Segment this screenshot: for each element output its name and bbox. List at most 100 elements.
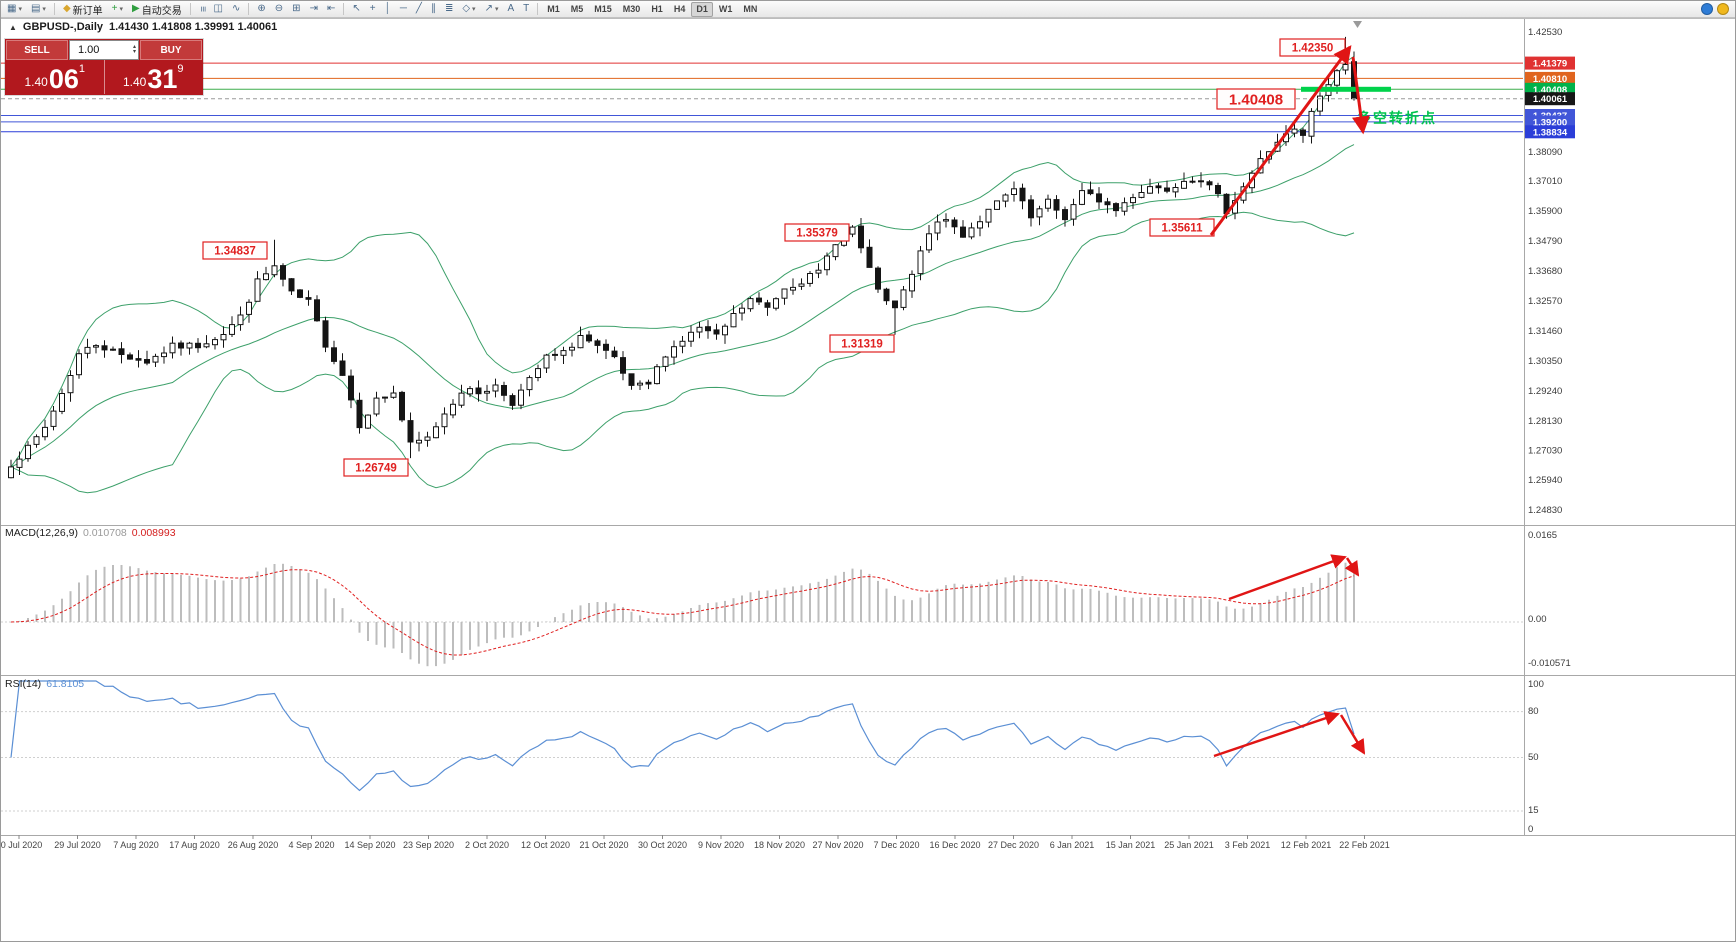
candle [977, 221, 983, 229]
chevron-down-icon: ▾ [42, 6, 46, 13]
autotrading-button[interactable]: ▶ 自动交易 [128, 2, 186, 17]
price-annotation[interactable]: 1.35379 [784, 223, 850, 242]
trend-arrow[interactable] [1339, 714, 1366, 755]
svg-text:0.00: 0.00 [1528, 614, 1547, 625]
spinner-up-icon[interactable]: ▴ [132, 44, 136, 50]
candle [110, 348, 116, 351]
price-annotation[interactable]: 1.31319 [829, 334, 895, 353]
auto-scroll-button[interactable]: ⇥ [306, 2, 322, 17]
label-button[interactable]: T [519, 2, 533, 17]
volume-spinner[interactable]: ▴ ▾ [132, 44, 136, 55]
timeframe-mn-button[interactable]: MN [738, 2, 762, 17]
spinner-down-icon[interactable]: ▾ [132, 49, 136, 55]
timeframe-m1-button[interactable]: M1 [542, 2, 565, 17]
candle [705, 326, 711, 332]
candle [1147, 186, 1153, 194]
trade-panel-buttons-row: SELL 1.00 ▴ ▾ BUY [6, 40, 202, 60]
buy-price-point: 9 [177, 63, 184, 75]
chart-shift-button[interactable]: ⇤ [323, 2, 339, 17]
candle [1308, 110, 1315, 137]
timeframe-h1-button[interactable]: H1 [646, 2, 668, 17]
trend-arrow[interactable] [1213, 711, 1340, 758]
price-annotation[interactable]: 1.40408 [1216, 88, 1296, 110]
volume-value: 1.00 [78, 44, 100, 56]
timeframe-d1-button[interactable]: D1 [691, 1, 713, 17]
support-zone-segment[interactable] [1301, 86, 1391, 92]
bar-chart-button[interactable]: ≡ [195, 2, 209, 17]
buy-button[interactable]: BUY [140, 40, 202, 60]
candle [764, 302, 771, 308]
price-annotation[interactable]: 1.35611 [1149, 218, 1215, 237]
candles [8, 36, 1357, 479]
timeframe-m15-button[interactable]: M15 [589, 2, 617, 17]
svg-text:12 Oct 2020: 12 Oct 2020 [521, 840, 570, 850]
trendline-button[interactable]: ╱ [412, 2, 426, 17]
trend-arrow[interactable] [1228, 554, 1347, 601]
chart-shift-marker-icon[interactable] [1353, 21, 1362, 28]
svg-text:3 Feb 2021: 3 Feb 2021 [1225, 840, 1271, 850]
zoom-in-button[interactable]: ⊕ [253, 2, 269, 17]
arrows-button[interactable]: ↗ ▾ [481, 2, 503, 17]
volume-field[interactable]: 1.00 ▴ ▾ [69, 40, 139, 60]
line-chart-button[interactable]: ∿ [228, 2, 244, 17]
candle [917, 250, 924, 275]
price-annotation[interactable]: 1.42350 [1279, 38, 1346, 57]
candle [1087, 189, 1094, 195]
candle [671, 346, 677, 358]
charts-button[interactable]: ▦ ▾ [3, 2, 26, 17]
shapes-button[interactable]: ◇ ▾ [458, 2, 479, 17]
candle [1342, 64, 1349, 71]
candle [1113, 203, 1119, 212]
rsi-line [10, 680, 1355, 792]
vertical-line-button[interactable]: │ [381, 2, 395, 17]
sell-button[interactable]: SELL [6, 40, 68, 60]
profiles-button[interactable]: ▤ ▾ [27, 2, 50, 17]
help-icon[interactable] [1717, 3, 1729, 15]
candle [1164, 187, 1170, 192]
svg-text:21 Oct 2020: 21 Oct 2020 [579, 840, 628, 850]
zoom-out-button[interactable]: ⊖ [271, 2, 287, 17]
cursor-button[interactable]: ↖ [348, 2, 364, 17]
candle [195, 342, 201, 349]
new-order-button[interactable]: ◆ 新订单 [59, 2, 107, 17]
svg-text:1.38090: 1.38090 [1528, 147, 1562, 158]
svg-text:29 Jul 2020: 29 Jul 2020 [54, 840, 101, 850]
timeframe-h4-button[interactable]: H4 [669, 2, 691, 17]
channel-button[interactable]: ∥ [427, 2, 440, 17]
text-button[interactable]: A [503, 2, 518, 17]
community-icon[interactable] [1701, 3, 1713, 15]
trend-arrow[interactable] [1351, 56, 1370, 135]
svg-text:1.39200: 1.39200 [1533, 117, 1567, 128]
candle [280, 265, 286, 280]
macd-panel [10, 562, 1355, 667]
buy-price[interactable]: 1.40 31 9 [105, 60, 203, 94]
time-axis-labels: 20 Jul 2020 29 Jul 2020 7 Aug 2020 17 Aug 2… [1, 835, 1390, 850]
turning-point-note[interactable]: 多空转折点 [1357, 110, 1437, 126]
candle [679, 340, 686, 347]
price-annotation[interactable]: 1.26749 [343, 458, 409, 477]
macd-label: MACD(12,26,9) 0.010708 0.008993 [5, 527, 176, 539]
horizontal-line-button[interactable]: ─ [396, 2, 411, 17]
trend-arrow[interactable] [1344, 557, 1360, 577]
buy-price-whole: 1.40 [122, 75, 147, 89]
trend-arrow[interactable] [1209, 45, 1352, 236]
horizontal-lines[interactable] [1, 62, 1523, 133]
collapse-marker-icon[interactable]: ▲ [9, 22, 17, 32]
svg-text:22 Feb 2021: 22 Feb 2021 [1339, 840, 1390, 850]
candle [263, 273, 269, 281]
svg-text:1.30350: 1.30350 [1528, 356, 1562, 367]
candle [696, 326, 703, 333]
candle [1070, 204, 1077, 220]
candle-chart-button[interactable]: ◫ [210, 2, 227, 17]
crosshair-button[interactable]: + [366, 2, 380, 17]
timeframe-w1-button[interactable]: W1 [714, 2, 738, 17]
indicators-button[interactable]: + ▾ [108, 2, 127, 17]
sell-price[interactable]: 1.40 06 1 [6, 60, 104, 94]
fibonacci-button[interactable]: ≣ [441, 2, 457, 17]
tile-windows-button[interactable]: ⊞ [288, 2, 304, 17]
candle [246, 301, 252, 315]
price-annotation[interactable]: 1.34837 [202, 241, 268, 260]
timeframe-m5-button[interactable]: M5 [566, 2, 589, 17]
timeframe-m30-button[interactable]: M30 [618, 2, 646, 17]
